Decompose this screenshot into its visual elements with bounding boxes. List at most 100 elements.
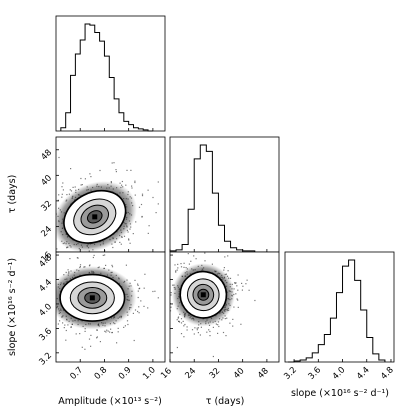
sample-point bbox=[44, 295, 45, 296]
sample-point bbox=[147, 307, 149, 309]
sample-point bbox=[180, 266, 183, 268]
sample-point bbox=[93, 254, 95, 256]
sample-point bbox=[126, 320, 129, 322]
sample-point bbox=[54, 293, 55, 294]
sample-point bbox=[84, 330, 86, 332]
y-tick-label: 3.2 bbox=[37, 351, 54, 368]
sample-point bbox=[143, 287, 145, 289]
x-tick-label: 40 bbox=[232, 366, 247, 381]
sample-point bbox=[180, 333, 183, 335]
sample-point bbox=[183, 336, 185, 338]
sample-point bbox=[41, 300, 42, 301]
sample-point bbox=[194, 327, 196, 329]
sample-point bbox=[141, 195, 144, 197]
sample-point bbox=[46, 296, 47, 297]
sample-point bbox=[199, 334, 201, 336]
sample-point bbox=[54, 279, 55, 280]
x-tick-label: 0.8 bbox=[93, 365, 110, 382]
sample-point bbox=[65, 339, 67, 341]
x-tick-label: 32 bbox=[208, 366, 223, 381]
sample-point bbox=[120, 243, 122, 245]
sample-point bbox=[45, 243, 46, 244]
sample-point bbox=[107, 330, 109, 332]
sample-point bbox=[206, 331, 208, 333]
sample-point bbox=[42, 271, 43, 272]
sample-point bbox=[254, 299, 256, 302]
sample-point bbox=[63, 327, 65, 329]
x-tick-label: 1.0 bbox=[141, 365, 158, 382]
y-tick-label: 24 bbox=[39, 224, 54, 239]
y-tick-label: 48 bbox=[39, 148, 54, 163]
sample-point bbox=[183, 266, 185, 268]
sample-point bbox=[227, 270, 229, 272]
sample-point bbox=[170, 310, 172, 312]
x-axis-label-slope: slope (×10¹⁶ s⁻² d⁻¹) bbox=[291, 388, 389, 399]
sample-point bbox=[174, 264, 176, 266]
sample-point bbox=[132, 233, 134, 235]
sample-point bbox=[241, 289, 243, 291]
sample-point bbox=[217, 324, 219, 326]
sample-point bbox=[141, 215, 143, 218]
sample-point bbox=[209, 335, 211, 337]
sample-point bbox=[57, 323, 59, 325]
sample-point bbox=[236, 285, 238, 287]
sample-point bbox=[31, 326, 32, 327]
sample-point bbox=[236, 298, 238, 300]
sample-point bbox=[232, 318, 234, 320]
sample-point bbox=[137, 283, 139, 285]
sample-point bbox=[89, 264, 91, 266]
y-tick-label: 32 bbox=[39, 199, 54, 214]
x-axis-label-amplitude: Amplitude (×10¹³ s⁻²) bbox=[58, 396, 162, 407]
sample-point bbox=[54, 268, 55, 269]
sample-point bbox=[81, 346, 83, 348]
sample-point bbox=[119, 182, 121, 184]
sample-point bbox=[140, 300, 142, 302]
sample-point bbox=[137, 290, 139, 292]
sample-point bbox=[111, 266, 114, 268]
sample-point bbox=[52, 305, 53, 306]
sample-point bbox=[177, 263, 179, 265]
sample-point bbox=[69, 189, 71, 191]
sample-point bbox=[168, 297, 169, 298]
sample-point bbox=[127, 231, 129, 233]
sample-point bbox=[52, 326, 53, 327]
sample-point bbox=[137, 310, 139, 313]
sample-point bbox=[147, 232, 149, 234]
sample-point bbox=[53, 222, 54, 223]
y-axis-label-tau: τ (days) bbox=[7, 175, 18, 214]
sample-point bbox=[126, 169, 128, 171]
sample-point bbox=[178, 320, 180, 322]
x-tick-label: 3.2 bbox=[282, 365, 299, 382]
sample-point bbox=[29, 272, 30, 273]
sample-point bbox=[96, 336, 98, 338]
sample-point bbox=[234, 282, 236, 284]
sample-point bbox=[57, 199, 59, 201]
sample-point bbox=[48, 321, 49, 322]
sample-point bbox=[117, 327, 119, 329]
sample-point bbox=[104, 330, 106, 332]
sample-point bbox=[49, 300, 50, 301]
sample-point bbox=[190, 260, 192, 262]
sample-point bbox=[166, 295, 167, 296]
sample-point bbox=[193, 333, 195, 335]
sample-point bbox=[79, 264, 82, 266]
sample-point bbox=[50, 299, 51, 300]
sample-point bbox=[53, 296, 54, 297]
sample-point bbox=[176, 319, 178, 321]
sample-point bbox=[65, 329, 67, 332]
sample-point bbox=[96, 337, 98, 339]
sample-point bbox=[99, 341, 101, 343]
sample-point bbox=[76, 257, 78, 259]
sample-point bbox=[125, 184, 127, 186]
panel-amplitude-vs-slope bbox=[28, 251, 167, 363]
amplitude-tau-density bbox=[45, 156, 159, 252]
sample-point bbox=[222, 331, 225, 334]
sample-point bbox=[54, 287, 55, 288]
sample-point bbox=[185, 267, 187, 269]
sample-point bbox=[116, 342, 118, 344]
sample-point bbox=[28, 292, 29, 293]
sample-point bbox=[175, 270, 177, 272]
sample-point bbox=[186, 329, 188, 331]
sample-point bbox=[99, 169, 101, 172]
